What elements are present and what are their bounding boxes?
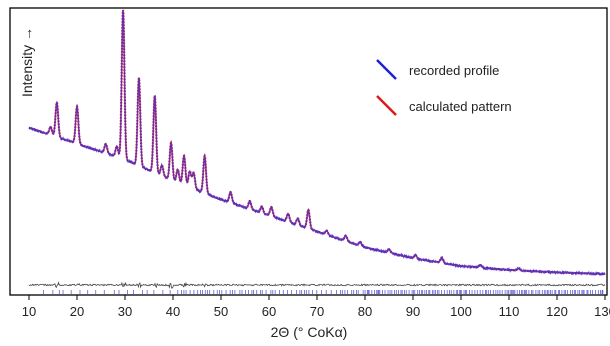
series-recorded-profile: [28, 9, 606, 277]
x-tick-label: 30: [118, 304, 132, 319]
difference-curve: [28, 281, 606, 289]
x-tick-label: 10: [22, 304, 36, 319]
x-tick-label: 40: [166, 304, 180, 319]
x-tick-label: 50: [214, 304, 228, 319]
x-tick-label: 90: [406, 304, 420, 319]
x-tick-label: 70: [310, 304, 324, 319]
legend-swatch-recorded: [376, 59, 397, 80]
x-tick-label: 80: [358, 304, 372, 319]
x-axis-label: 2Θ (° CoKα): [271, 324, 348, 340]
x-tick-label: 120: [546, 304, 568, 319]
legend-label-calculated: calculated pattern: [409, 99, 512, 114]
x-tick-label: 20: [70, 304, 84, 319]
plot-frame: [9, 7, 608, 296]
x-tick-label: 130: [594, 304, 610, 319]
reflection-marks: [43, 290, 604, 294]
legend-swatch-calculated: [376, 95, 397, 116]
legend: recorded profile calculated pattern: [376, 59, 512, 116]
y-axis-label: Intensity →: [19, 27, 35, 97]
series-overlay: [28, 9, 606, 275]
series-calculated-pattern: [28, 9, 606, 276]
x-tick-label: 100: [450, 304, 472, 319]
x-tick-label: 110: [499, 304, 520, 319]
legend-label-recorded: recorded profile: [409, 63, 499, 78]
x-tick-label: 60: [262, 304, 276, 319]
